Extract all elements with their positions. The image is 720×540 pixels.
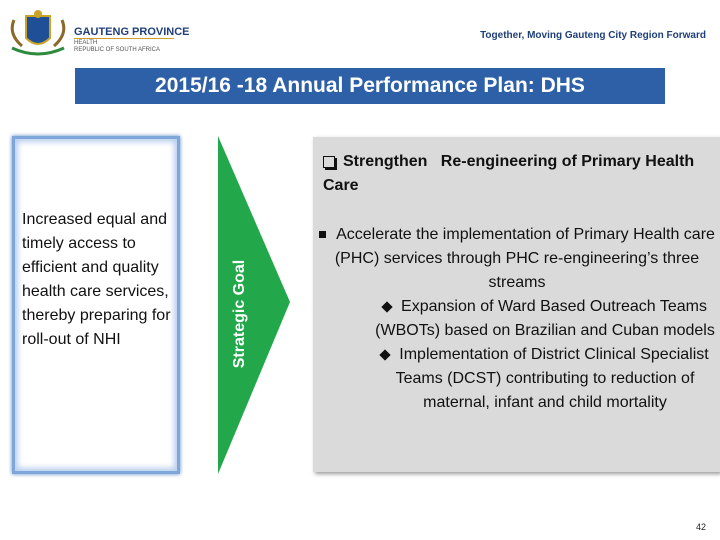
focus-heading: Strengthen Re-engineering of Primary Hea… bbox=[323, 150, 713, 198]
diamond-bullet bbox=[379, 349, 391, 361]
arrow: Strategic Goal bbox=[218, 136, 290, 474]
goal-text: Increased equal and timely access to eff… bbox=[22, 211, 171, 348]
province: GAUTENG PROVINCE bbox=[74, 26, 190, 38]
divider bbox=[74, 38, 174, 39]
focus-box bbox=[313, 137, 720, 472]
square-bullet bbox=[319, 231, 327, 239]
country: REPUBLIC OF SOUTH AFRICA bbox=[74, 47, 161, 53]
sub-bullet: Expansion of Ward Based Outreach Teams (… bbox=[318, 295, 716, 343]
checkbox-bullet bbox=[323, 155, 335, 168]
logo bbox=[10, 10, 66, 56]
heading-text: Strengthen Re-engineering of Primary Hea… bbox=[323, 153, 699, 194]
sub-bullet-text: Implementation of District Clinical Spec… bbox=[395, 346, 709, 411]
goal-box bbox=[12, 136, 180, 474]
bullet: Accelerate the implementation of Primary… bbox=[318, 223, 716, 295]
diamond-bullet bbox=[381, 301, 393, 313]
focus-list: Accelerate the implementation of Primary… bbox=[318, 223, 716, 415]
sub-bullet: Implementation of District Clinical Spec… bbox=[318, 343, 716, 415]
arrow-label: Strategic Goal bbox=[231, 260, 248, 368]
tagline: Together, Moving Gauteng City Region For… bbox=[480, 30, 706, 41]
sub-bullet-text: Expansion of Ward Based Outreach Teams (… bbox=[375, 298, 715, 339]
title: 2015/16 -18 Annual Performance Plan: DHS bbox=[75, 68, 665, 104]
department: HEALTH bbox=[74, 40, 98, 46]
page-number: 42 bbox=[695, 522, 706, 532]
bullet-text: Accelerate the implementation of Primary… bbox=[334, 226, 715, 291]
